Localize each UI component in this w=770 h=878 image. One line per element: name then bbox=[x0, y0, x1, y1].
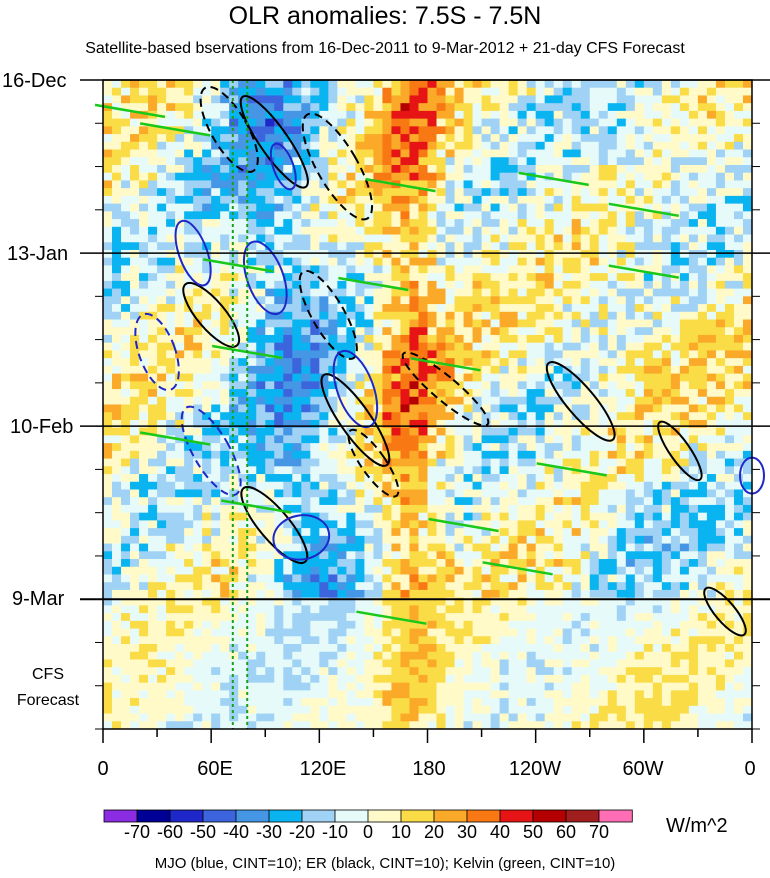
mjo-contour-18 bbox=[269, 142, 297, 191]
colorbar-tick-label: -10 bbox=[321, 822, 348, 842]
er-contour-1 bbox=[239, 95, 309, 189]
er-contour-9 bbox=[657, 420, 703, 482]
colorbar-tick-label: 60 bbox=[555, 822, 577, 842]
colorbar-box-3 bbox=[202, 809, 237, 823]
chart-subtitle: Satellite-based bservations from 16-Dec-… bbox=[85, 40, 685, 57]
colorbar-tick-label: 30 bbox=[456, 822, 478, 842]
colorbar-box-10 bbox=[433, 809, 468, 823]
kelvin-contour-3 bbox=[518, 171, 589, 187]
x-tick-label-60w: 60W bbox=[622, 758, 664, 780]
er-contour-5 bbox=[320, 373, 391, 467]
mjo-contour-12 bbox=[174, 219, 212, 287]
colorbar-tick-label: 40 bbox=[489, 822, 511, 842]
kelvin-contour-12 bbox=[428, 517, 499, 533]
colorbar-tick-label: 20 bbox=[423, 822, 445, 842]
colorbar-tick-label: 50 bbox=[522, 822, 544, 842]
x-tick-label-0: 0 bbox=[97, 758, 109, 780]
colorbar-box-11 bbox=[466, 809, 501, 823]
kelvin-contour-9 bbox=[410, 357, 481, 372]
forecast-label-cfs: CFS bbox=[32, 666, 64, 683]
x-tick-label-180: 180 bbox=[412, 758, 446, 780]
forecast-label-forecast: Forecast bbox=[16, 692, 80, 709]
chart-title: OLR anomalies: 7.5S - 7.5N bbox=[228, 2, 542, 30]
kelvin-contour-2 bbox=[365, 177, 436, 193]
colorbar-box-7 bbox=[334, 809, 369, 823]
mjo-contour-16 bbox=[180, 405, 242, 497]
er-contour-3 bbox=[182, 281, 241, 348]
er-contour-8 bbox=[545, 361, 616, 442]
y-tick-label-9-mar: 9-Mar bbox=[12, 588, 65, 610]
colorbar-tick-label: -60 bbox=[156, 822, 183, 842]
colorbar-tick-label: -70 bbox=[123, 822, 150, 842]
colorbar-tick-label: -30 bbox=[255, 822, 282, 842]
mjo-contour-15 bbox=[272, 514, 331, 561]
er-contour-6 bbox=[347, 428, 400, 498]
colorbar-tick-label: -40 bbox=[222, 822, 249, 842]
colorbar-box-5 bbox=[268, 809, 303, 823]
colorbar-tick-label: 10 bbox=[390, 822, 412, 842]
er-contour-2 bbox=[301, 112, 374, 221]
kelvin-contour-0 bbox=[94, 103, 166, 119]
colorbar-box-6 bbox=[301, 809, 336, 823]
mjo-contour-13 bbox=[242, 240, 288, 316]
er-contour-4 bbox=[298, 269, 358, 360]
colorbar-tick-label: 70 bbox=[588, 822, 610, 842]
er-contour-11 bbox=[401, 351, 490, 427]
er-contour-7 bbox=[240, 485, 309, 565]
kelvin-contour-7 bbox=[608, 264, 680, 279]
colorbar-box-13 bbox=[532, 809, 567, 823]
y-tick-label-13-jan: 13-Jan bbox=[7, 243, 69, 265]
colorbar-box-0 bbox=[103, 809, 138, 823]
y-tick-label-16-dec: 16-Dec bbox=[2, 70, 67, 92]
colorbar-units: W/m^2 bbox=[666, 815, 728, 837]
colorbar-box-4 bbox=[235, 809, 270, 823]
er-contour-10 bbox=[703, 586, 747, 637]
x-tick-label-120w: 120W bbox=[508, 758, 562, 780]
kelvin-contour-5 bbox=[202, 258, 274, 273]
colorbar-box-14 bbox=[565, 809, 600, 823]
colorbar-tick-label: 0 bbox=[362, 822, 373, 842]
kelvin-contour-1 bbox=[139, 122, 211, 137]
contour-legend: MJO (blue, CINT=10); ER (black, CINT=10)… bbox=[154, 855, 616, 872]
colorbar-tick-label: -50 bbox=[189, 822, 216, 842]
colorbar-box-9 bbox=[400, 809, 435, 823]
kelvin-contour-11 bbox=[536, 462, 607, 477]
kelvin-contour-14 bbox=[482, 561, 553, 576]
x-tick-label-0-right: 0 bbox=[744, 758, 756, 780]
y-tick-label-10-feb: 10-Feb bbox=[10, 416, 74, 438]
kelvin-contour-15 bbox=[356, 610, 427, 625]
colorbar-box-8 bbox=[367, 809, 402, 823]
colorbar-box-2 bbox=[169, 809, 204, 823]
colorbar-tick-label: -20 bbox=[288, 822, 315, 842]
colorbar-box-1 bbox=[136, 809, 171, 823]
olr-anomaly-field bbox=[103, 80, 753, 730]
colorbar-box-15 bbox=[598, 809, 633, 823]
kelvin-contour-10 bbox=[139, 431, 211, 446]
kelvin-contour-4 bbox=[608, 202, 680, 218]
kelvin-contour-6 bbox=[338, 276, 409, 292]
x-tick-label-60e: 60E bbox=[197, 758, 233, 780]
x-tick-label-120e: 120E bbox=[299, 758, 347, 780]
mjo-contour-17 bbox=[134, 312, 180, 392]
colorbar-box-12 bbox=[499, 809, 534, 823]
